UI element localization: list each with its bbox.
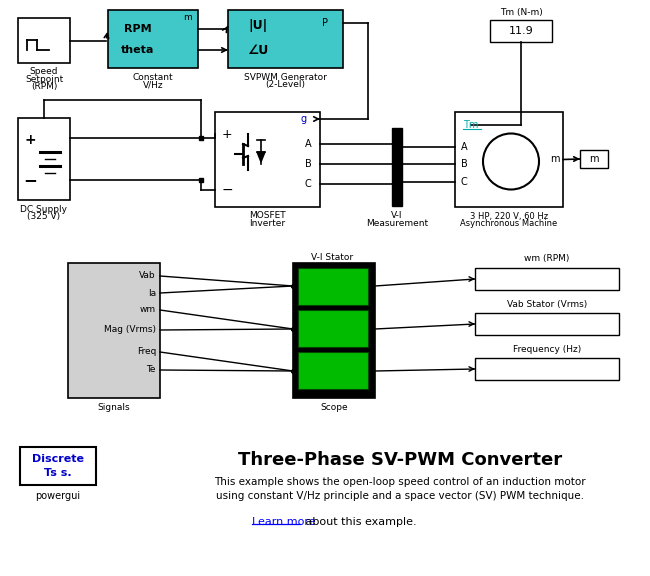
Text: MOSFET: MOSFET — [249, 211, 286, 221]
Bar — [298, 268, 368, 305]
Text: −: − — [221, 183, 233, 197]
Text: V/Hz: V/Hz — [143, 81, 163, 89]
Bar — [215, 112, 320, 207]
Bar — [475, 313, 619, 335]
Text: Ts s.: Ts s. — [44, 468, 72, 478]
Text: DC Supply: DC Supply — [21, 204, 68, 214]
Bar — [20, 447, 96, 485]
Text: RPM: RPM — [124, 24, 152, 34]
Text: (RPM): (RPM) — [31, 82, 57, 92]
Text: B: B — [461, 159, 467, 169]
Text: theta: theta — [122, 45, 155, 55]
Text: Te: Te — [146, 366, 156, 374]
Text: Setpoint: Setpoint — [25, 74, 63, 84]
Bar — [580, 150, 608, 168]
Bar — [228, 10, 343, 68]
Bar — [18, 118, 70, 200]
Bar — [298, 310, 368, 347]
Bar — [108, 10, 198, 68]
Text: Freq: Freq — [136, 347, 156, 357]
Text: (2-Level): (2-Level) — [265, 81, 306, 89]
Text: Constant: Constant — [133, 73, 174, 81]
Text: m: m — [183, 13, 192, 22]
Text: wm (RPM): wm (RPM) — [525, 255, 569, 263]
Text: Vab Stator (Vrms): Vab Stator (Vrms) — [507, 300, 587, 309]
Text: This example shows the open-loop speed control of an induction motor: This example shows the open-loop speed c… — [214, 477, 586, 487]
Text: B: B — [305, 159, 311, 169]
Bar — [455, 112, 563, 207]
Text: Measurement: Measurement — [366, 219, 428, 229]
Text: SVPWM Generator: SVPWM Generator — [244, 73, 327, 81]
Bar — [392, 128, 402, 206]
Text: Ia: Ia — [148, 289, 156, 297]
Text: about this example.: about this example. — [302, 517, 417, 527]
Text: Inverter: Inverter — [250, 219, 285, 229]
Text: Tm: Tm — [463, 120, 478, 130]
Bar — [298, 352, 368, 389]
Circle shape — [483, 134, 539, 190]
Text: g: g — [301, 114, 307, 124]
Bar — [475, 268, 619, 290]
Bar — [475, 358, 619, 380]
Text: C: C — [305, 179, 311, 189]
Text: +: + — [24, 133, 36, 147]
Text: Mag (Vrms): Mag (Vrms) — [104, 325, 156, 335]
Text: Asynchronous Machine: Asynchronous Machine — [460, 219, 558, 229]
Text: ∠U: ∠U — [248, 44, 268, 56]
Bar — [293, 263, 375, 398]
Text: m: m — [590, 154, 599, 164]
Text: wm: wm — [140, 305, 156, 314]
Text: −: − — [23, 171, 37, 189]
Text: Vab: Vab — [139, 271, 156, 281]
Bar — [490, 20, 552, 42]
Polygon shape — [257, 152, 265, 162]
Text: m: m — [551, 154, 560, 165]
Text: V-I Stator: V-I Stator — [311, 252, 353, 262]
Text: V-I: V-I — [391, 211, 403, 221]
Text: Discrete: Discrete — [32, 454, 84, 464]
Text: 3 HP, 220 V, 60 Hz: 3 HP, 220 V, 60 Hz — [470, 211, 548, 221]
Text: C: C — [461, 177, 467, 187]
Text: (325 V): (325 V) — [27, 213, 60, 222]
Text: Frequency (Hz): Frequency (Hz) — [513, 344, 581, 354]
Text: Tm (N-m): Tm (N-m) — [500, 9, 542, 17]
Text: |U|: |U| — [248, 20, 268, 32]
Text: 11.9: 11.9 — [508, 26, 534, 36]
Text: Learn more: Learn more — [252, 517, 316, 527]
Text: A: A — [461, 142, 467, 152]
Text: Speed: Speed — [30, 66, 58, 75]
Text: using constant V/Hz principle and a space vector (SV) PWM technique.: using constant V/Hz principle and a spac… — [216, 491, 584, 501]
Text: Signals: Signals — [98, 404, 130, 412]
Text: A: A — [305, 139, 311, 149]
Text: P: P — [322, 18, 328, 28]
Text: Three-Phase SV-PWM Converter: Three-Phase SV-PWM Converter — [238, 451, 562, 469]
Bar — [68, 263, 160, 398]
Text: Scope: Scope — [320, 404, 348, 412]
Text: powergui: powergui — [36, 491, 81, 501]
Text: +: + — [222, 127, 232, 141]
Bar — [18, 18, 70, 63]
